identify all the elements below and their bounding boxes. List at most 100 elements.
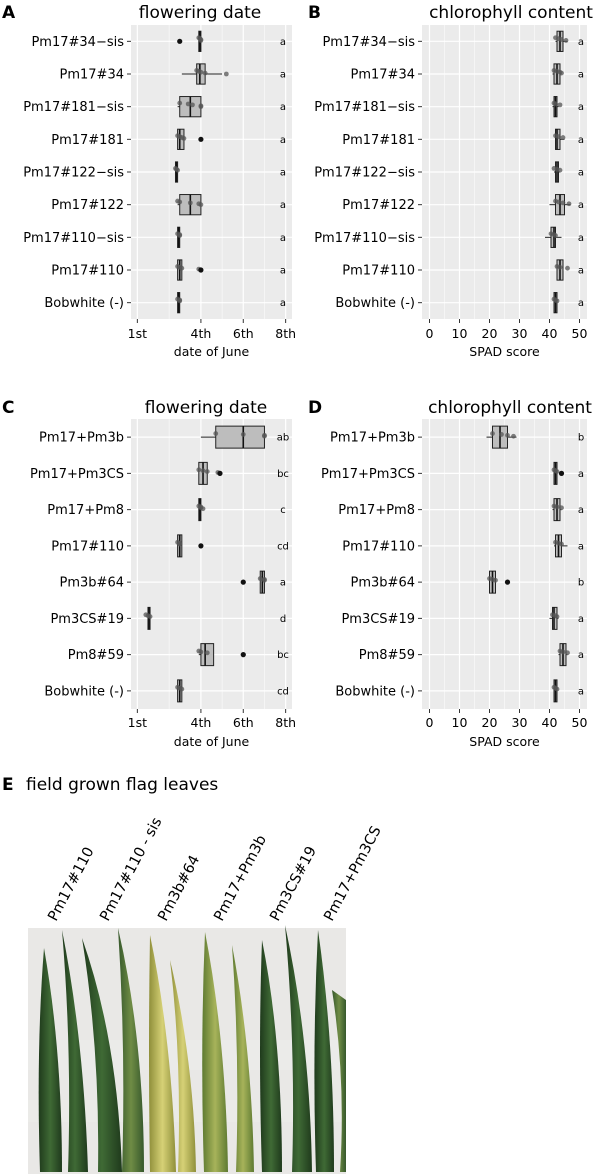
data-point — [554, 298, 560, 304]
category-label: Pm17#110−sis — [23, 231, 124, 246]
category-label: Pm8#59 — [68, 648, 124, 663]
outlier-point — [198, 543, 204, 549]
x-tick-label: 6th — [233, 715, 254, 730]
x-tick-label: 8th — [275, 715, 296, 730]
significance-letter: a — [280, 233, 286, 244]
x-axis-label: date of June — [174, 344, 250, 359]
x-tick-label: 30 — [512, 326, 528, 341]
x-axis-label: SPAD score — [469, 734, 540, 749]
category-label: Pm17#34−sis — [31, 35, 124, 50]
panel-letter-b: B — [308, 3, 321, 23]
category-label: Pm17+Pm8 — [338, 503, 415, 518]
data-point — [202, 70, 208, 76]
data-point — [213, 431, 219, 436]
leaf-pm3cs-19 — [260, 940, 282, 1172]
data-point — [560, 135, 566, 140]
chart-d-chlorophyll-content: Pm17+Pm3b b Pm17+Pm3CS a Pm17+Pm8 a Pm17#110 a P… — [321, 419, 587, 749]
x-tick-label: 0 — [426, 715, 434, 730]
category-label: Pm17+Pm8 — [47, 503, 124, 518]
data-point — [553, 233, 558, 238]
significance-letter: a — [578, 266, 584, 277]
category-label: Pm17+Pm3CS — [321, 467, 415, 482]
data-point — [190, 102, 195, 108]
significance-letter: a — [578, 541, 584, 552]
data-point — [499, 432, 504, 437]
data-point — [262, 433, 267, 439]
leaf-pm17-pm3b — [202, 932, 228, 1172]
data-point — [181, 136, 187, 141]
category-label: Pm17#110−sis — [314, 231, 415, 246]
panel-letter-c: C — [2, 398, 14, 418]
x-axis-label: SPAD score — [469, 344, 540, 359]
category-label: Pm17#34 — [60, 68, 124, 83]
category-label: Bobwhite (-) — [44, 684, 124, 699]
data-point — [198, 104, 204, 110]
data-point — [198, 202, 204, 208]
category-label: Pm17#122 — [342, 198, 415, 213]
flag-leaf-photo — [28, 925, 346, 1174]
category-label: Pm17+Pm3b — [39, 431, 124, 446]
x-tick-label: 20 — [482, 715, 498, 730]
outlier-point — [558, 470, 565, 476]
leaf-pm17-110-sis — [82, 938, 122, 1172]
x-tick-label: 10 — [452, 326, 468, 341]
data-point — [200, 468, 206, 474]
data-point — [147, 614, 153, 619]
leaf-pm3b-64 — [170, 960, 196, 1172]
category-label: Pm17#34 — [351, 68, 415, 83]
data-point — [204, 650, 210, 656]
data-point — [223, 71, 229, 77]
x-tick-label: 4th — [191, 715, 212, 730]
data-point — [177, 100, 183, 106]
leaf-pm17-pm3cs — [314, 930, 334, 1172]
significance-letter: a — [578, 135, 584, 146]
photo-label-pm17-pm3b: Pm17+Pm3b — [211, 833, 270, 924]
data-point — [511, 433, 516, 439]
data-point — [559, 70, 564, 76]
data-point — [490, 431, 495, 436]
data-point — [505, 432, 510, 438]
leaf-pm3cs-19 — [285, 925, 312, 1172]
panel-c-title: flowering date — [145, 398, 268, 418]
category-label: Pm17#181−sis — [23, 100, 124, 115]
significance-letter: a — [280, 135, 286, 146]
significance-letter: a — [578, 469, 584, 480]
significance-letter: c — [280, 505, 286, 516]
chart-b-chlorophyll-content: Pm17#34−sis a Pm17#34 a Pm17#181−sis a Pm17#18… — [314, 25, 587, 359]
significance-letter: cd — [277, 541, 289, 552]
data-point — [179, 686, 185, 692]
data-point — [556, 199, 561, 205]
data-point — [556, 134, 561, 140]
data-point — [198, 38, 204, 43]
photo-label-pm17-pm3cs: Pm17+Pm3CS — [321, 824, 384, 924]
data-point — [559, 37, 564, 42]
data-point — [196, 467, 202, 473]
x-tick-label: 50 — [572, 326, 588, 341]
significance-letter: bc — [277, 650, 289, 661]
panel-d-title: chlorophyll content — [428, 398, 592, 418]
data-point — [177, 298, 183, 304]
data-point — [262, 577, 267, 583]
leaf-pm17-110 — [62, 930, 88, 1172]
category-label: Pm3CS#19 — [50, 612, 124, 627]
x-tick-label: 1st — [128, 715, 147, 730]
data-point — [493, 577, 498, 583]
significance-letter: a — [280, 578, 286, 589]
panel-letter-a: A — [2, 3, 16, 23]
significance-letter: a — [578, 200, 584, 211]
significance-letter: a — [280, 70, 286, 81]
data-point — [565, 650, 570, 656]
category-label: Pm17#122 — [51, 198, 124, 213]
category-label: Bobwhite (-) — [335, 296, 415, 311]
category-label: Pm17#110 — [51, 539, 124, 554]
photo-label-pm3b-64: Pm3b#64 — [155, 853, 203, 924]
data-point — [257, 576, 263, 581]
panel-a-title: flowering date — [139, 3, 262, 23]
x-tick-label: 20 — [482, 326, 498, 341]
x-tick-label: 1st — [128, 326, 147, 341]
data-point — [175, 167, 181, 173]
significance-letter: cd — [277, 686, 289, 697]
data-point — [240, 432, 246, 437]
panel-b-title: chlorophyll content — [429, 3, 593, 23]
